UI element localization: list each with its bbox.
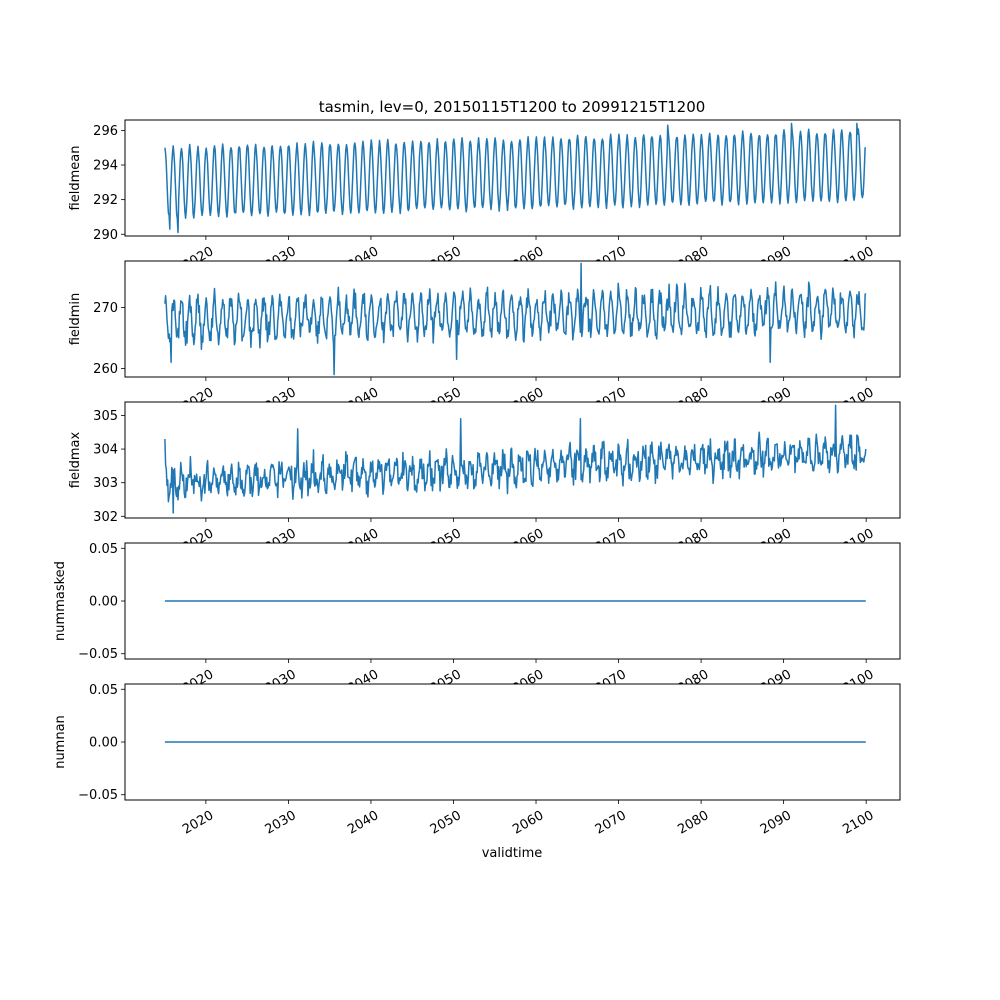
series-line-fieldmin bbox=[164, 262, 867, 376]
series-line-fieldmean bbox=[164, 122, 867, 234]
x-tick-label-numnan: 2100 bbox=[840, 808, 876, 838]
x-tick-label-numnan: 2050 bbox=[428, 808, 464, 838]
x-tick-label-numnan: 2070 bbox=[593, 808, 629, 838]
y-tick-label-nummasked: 0.00 bbox=[89, 595, 118, 610]
y-tick-label-fieldmean: 292 bbox=[93, 193, 118, 208]
subplot-stack: 290 292 294 296 2020 2030 2040 2050 2060 2070 2080… bbox=[53, 119, 901, 838]
figure-title: tasmin, lev=0, 20150115T1200 to 20991215… bbox=[319, 98, 706, 116]
y-axis-label-fieldmin: fieldmin bbox=[68, 293, 83, 346]
y-tick-label-fieldmin: 270 bbox=[93, 301, 118, 316]
y-tick-label-numnan: −0.05 bbox=[78, 788, 118, 803]
axes-frame-fieldmax bbox=[124, 401, 901, 519]
x-axis-label: validtime bbox=[482, 846, 543, 861]
x-tick-label-numnan: 2030 bbox=[263, 808, 299, 838]
x-tick-label-numnan: 2090 bbox=[758, 808, 794, 838]
y-tick-label-nummasked: 0.05 bbox=[89, 542, 118, 557]
y-axis-label-nummasked: nummasked bbox=[53, 561, 68, 641]
y-tick-label-fieldmax: 304 bbox=[93, 443, 118, 458]
axes-frame-fieldmean bbox=[124, 119, 901, 237]
subplot-numnan: 0.05 0.00 −0.05 2020 2030 2040 2050 2060 2070 208… bbox=[53, 683, 901, 838]
axes-frame-fieldmin bbox=[124, 260, 901, 378]
y-tick-label-numnan: 0.05 bbox=[89, 683, 118, 698]
y-axis-label-fieldmax: fieldmax bbox=[68, 432, 83, 489]
y-tick-label-fieldmax: 303 bbox=[93, 476, 118, 491]
y-tick-label-fieldmean: 290 bbox=[93, 228, 118, 243]
y-tick-label-numnan: 0.00 bbox=[89, 736, 118, 751]
x-tick-label-numnan: 2080 bbox=[675, 808, 711, 838]
y-tick-label-fieldmean: 296 bbox=[93, 124, 118, 139]
x-tick-label-numnan: 2020 bbox=[180, 808, 216, 838]
x-tick-label-numnan: 2060 bbox=[510, 808, 546, 838]
y-tick-label-fieldmax: 305 bbox=[93, 409, 118, 424]
y-axis-label-numnan: numnan bbox=[53, 715, 68, 769]
series-line-fieldmax bbox=[164, 404, 867, 514]
y-axis-label-fieldmean: fieldmean bbox=[68, 146, 83, 211]
y-tick-label-fieldmean: 294 bbox=[93, 159, 118, 174]
y-tick-label-nummasked: −0.05 bbox=[78, 647, 118, 662]
y-tick-label-fieldmax: 302 bbox=[93, 510, 118, 525]
x-tick-label-numnan: 2040 bbox=[345, 808, 381, 838]
y-tick-label-fieldmin: 260 bbox=[93, 362, 118, 377]
